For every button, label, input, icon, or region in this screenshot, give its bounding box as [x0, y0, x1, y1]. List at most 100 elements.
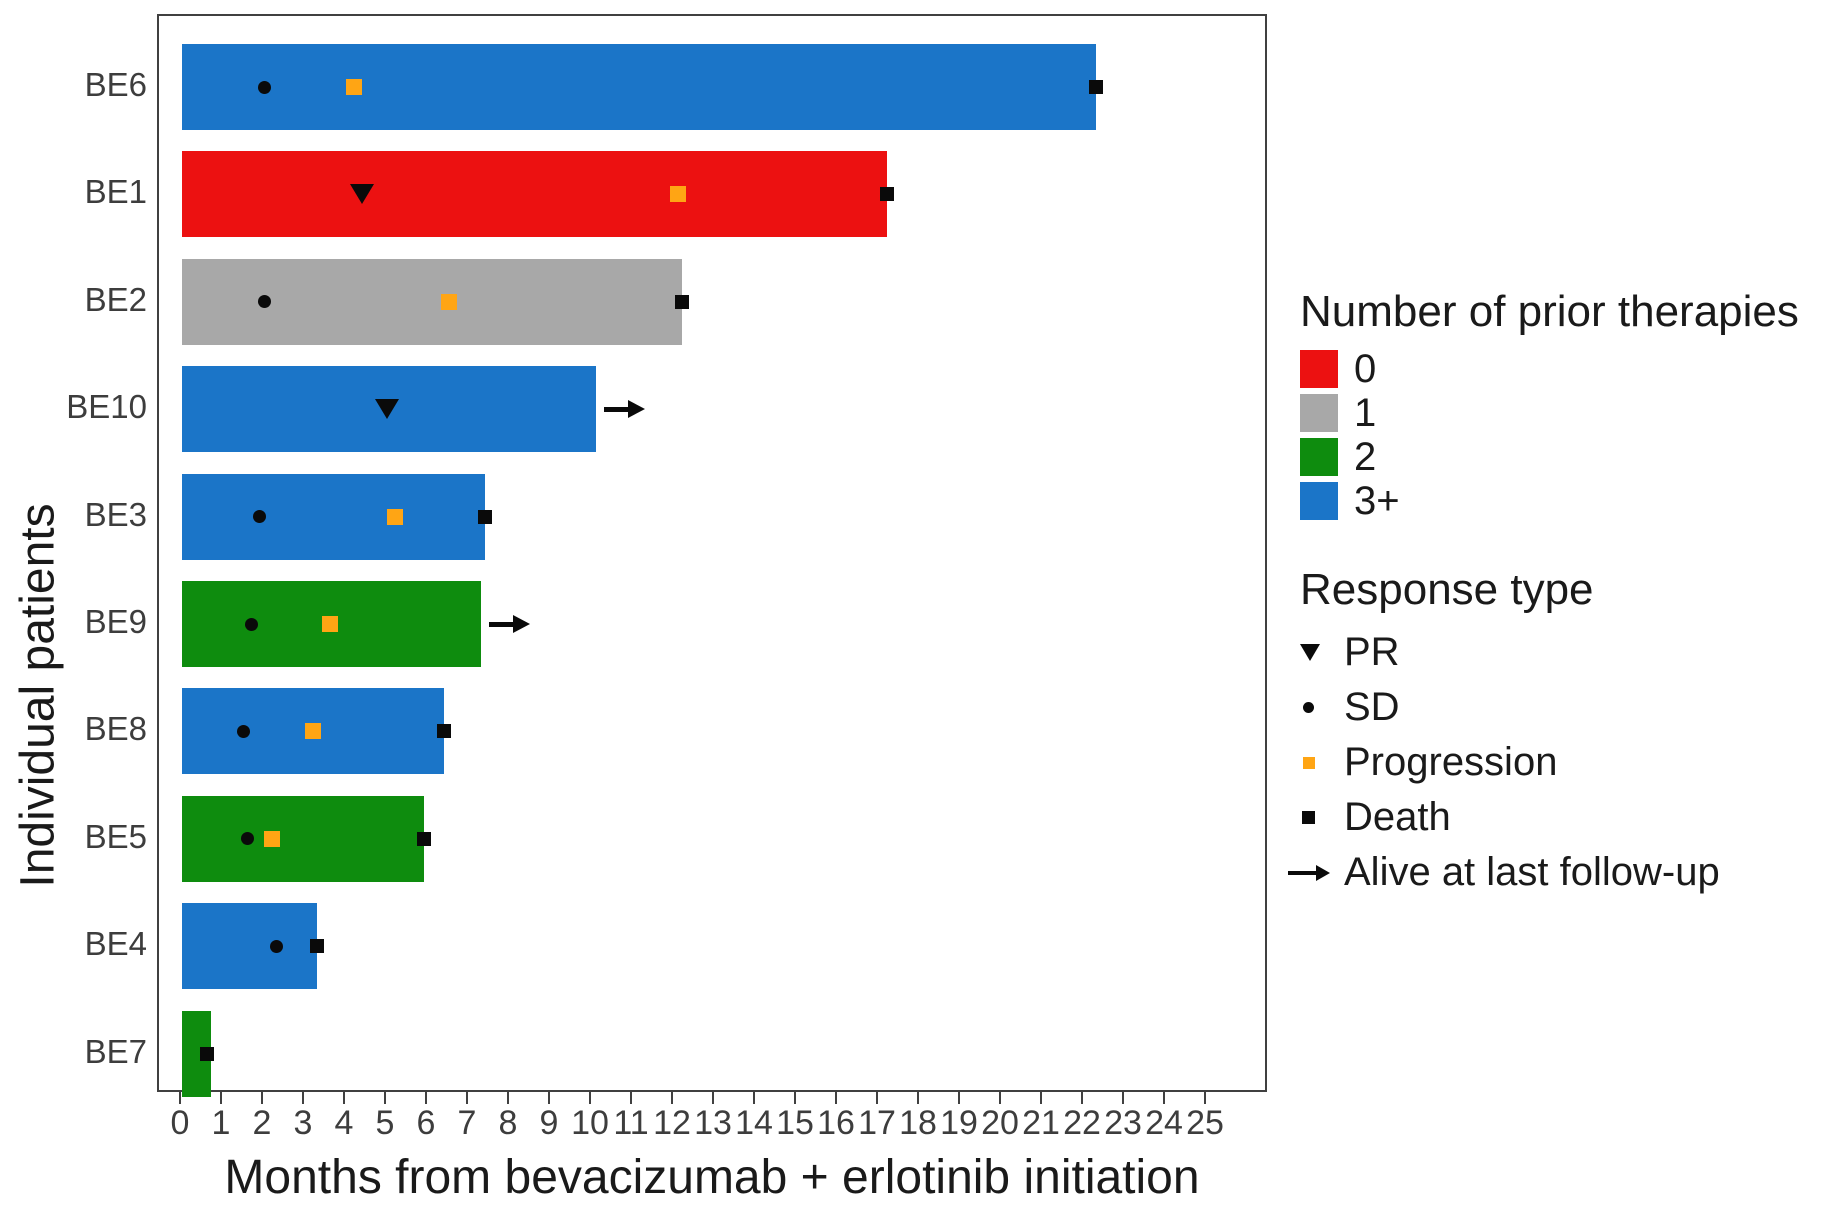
y-tick-label-BE6: BE6 [84, 66, 147, 103]
x-tick-mark-3 [302, 1092, 304, 1104]
x-tick-label-21: 21 [1022, 1104, 1060, 1142]
marker-death-BE4 [310, 939, 325, 954]
legend-prior-item-label: 3+ [1354, 478, 1400, 523]
x-tick-label-12: 12 [653, 1104, 691, 1142]
x-tick-label-10: 10 [571, 1104, 609, 1142]
x-tick-mark-16 [835, 1092, 837, 1104]
sd-dot-icon [1303, 702, 1314, 713]
legend-prior-item-label: 0 [1354, 346, 1377, 391]
legend-prior-item-2: 2 [1300, 435, 1799, 479]
x-tick-label-25: 25 [1186, 1104, 1224, 1142]
x-tick-label-0: 0 [170, 1104, 190, 1142]
marker-sd-BE2 [257, 295, 271, 309]
arrow-shaft [489, 621, 516, 627]
marker-death-BE5 [416, 831, 431, 846]
marker-sd-BE3 [253, 510, 267, 524]
x-tick-mark-25 [1204, 1092, 1206, 1104]
bar-BE3 [182, 473, 486, 560]
legend-marker-cell [1300, 811, 1344, 824]
legend-response-type: Response type PR SD Progression Death Alive … [1288, 565, 1720, 900]
x-tick-mark-4 [343, 1092, 345, 1104]
legend-response-type-title: Response type [1300, 565, 1594, 614]
marker-sd-BE8 [237, 724, 250, 738]
x-tick-label-19: 19 [940, 1104, 978, 1142]
x-tick-mark-20 [999, 1092, 1001, 1104]
pr-triangle-icon [1300, 644, 1320, 661]
bar-BE4 [182, 903, 318, 990]
arrow-head [628, 399, 646, 418]
arrow-shaft [604, 406, 631, 412]
legend-color-swatch-1 [1300, 394, 1338, 432]
marker-pr-BE10 [375, 399, 399, 420]
legend-prior-item-1: 1 [1300, 391, 1799, 435]
x-tick-label-2: 2 [252, 1104, 272, 1142]
marker-progression-BE3 [387, 508, 404, 525]
x-tick-label-1: 1 [211, 1104, 231, 1142]
legend-prior-item-3+: 3+ [1300, 479, 1799, 523]
marker-pr-BE1 [350, 184, 375, 205]
x-tick-mark-21 [1040, 1092, 1042, 1104]
x-tick-mark-1 [220, 1092, 222, 1104]
x-tick-label-9: 9 [539, 1104, 559, 1142]
x-tick-label-20: 20 [981, 1104, 1019, 1142]
x-tick-label-23: 23 [1104, 1104, 1142, 1142]
marker-alive-arrow-BE10 [604, 399, 648, 419]
x-tick-mark-18 [917, 1092, 919, 1104]
legend-prior-therapies: Number of prior therapies 0 1 2 3+ [1300, 287, 1799, 523]
y-tick-label-BE7: BE7 [84, 1032, 147, 1070]
arrow-shaft [1288, 870, 1318, 875]
x-tick-mark-10 [589, 1092, 591, 1104]
x-tick-label-24: 24 [1145, 1104, 1183, 1142]
marker-sd-BE4 [269, 939, 283, 953]
x-tick-mark-14 [753, 1092, 755, 1104]
marker-sd-BE9 [245, 617, 259, 631]
marker-progression-BE2 [440, 293, 457, 310]
legend-marker-cell [1300, 644, 1344, 661]
y-tick-label-BE1: BE1 [84, 173, 147, 211]
x-tick-mark-17 [876, 1092, 878, 1104]
arrow-head [513, 614, 531, 633]
legend-marker-cell [1300, 756, 1344, 769]
y-tick-label-BE3: BE3 [84, 495, 147, 533]
marker-progression-BE5 [264, 830, 281, 847]
bar-BE5 [182, 795, 424, 882]
x-tick-label-4: 4 [334, 1104, 354, 1142]
x-tick-mark-9 [548, 1092, 550, 1104]
y-tick-label-BE5: BE5 [84, 817, 147, 855]
legend-color-swatch-0 [1300, 350, 1338, 388]
marker-alive-arrow-BE9 [489, 614, 533, 634]
x-tick-mark-8 [507, 1092, 509, 1104]
x-tick-label-15: 15 [776, 1104, 814, 1142]
arrow-head [1316, 864, 1330, 881]
x-tick-label-13: 13 [694, 1104, 732, 1142]
x-tick-mark-6 [425, 1092, 427, 1104]
legend-color-swatch-2 [1300, 438, 1338, 476]
y-tick-label-BE2: BE2 [84, 280, 147, 318]
x-tick-label-22: 22 [1063, 1104, 1101, 1142]
legend-marker-cell [1288, 864, 1344, 882]
x-tick-label-11: 11 [613, 1104, 649, 1142]
x-tick-mark-5 [384, 1092, 386, 1104]
legend-response-item-label: SD [1344, 685, 1400, 729]
x-tick-mark-0 [179, 1092, 181, 1104]
legend-response-item-label: Progression [1344, 740, 1558, 784]
x-tick-mark-23 [1122, 1092, 1124, 1104]
x-tick-label-16: 16 [817, 1104, 855, 1142]
x-tick-label-3: 3 [293, 1104, 313, 1142]
legend-response-item-sd: SD [1300, 680, 1720, 735]
progression-square-icon [1303, 756, 1315, 769]
x-tick-mark-2 [261, 1092, 263, 1104]
legend-prior-therapies-title: Number of prior therapies [1300, 287, 1799, 336]
x-tick-mark-13 [712, 1092, 714, 1104]
x-tick-label-18: 18 [899, 1104, 937, 1142]
legend-prior-item-0: 0 [1300, 347, 1799, 391]
marker-sd-BE5 [241, 832, 255, 846]
legend-response-item-pr: PR [1300, 625, 1720, 680]
x-axis-title: Months from bevacizumab + erlotinib init… [224, 1151, 1200, 1204]
x-tick-label-6: 6 [416, 1104, 436, 1142]
y-tick-label-BE10: BE10 [66, 388, 147, 426]
legend-response-item-label: PR [1344, 630, 1400, 674]
marker-death-BE6 [1089, 80, 1104, 94]
bar-BE6 [182, 44, 1097, 130]
